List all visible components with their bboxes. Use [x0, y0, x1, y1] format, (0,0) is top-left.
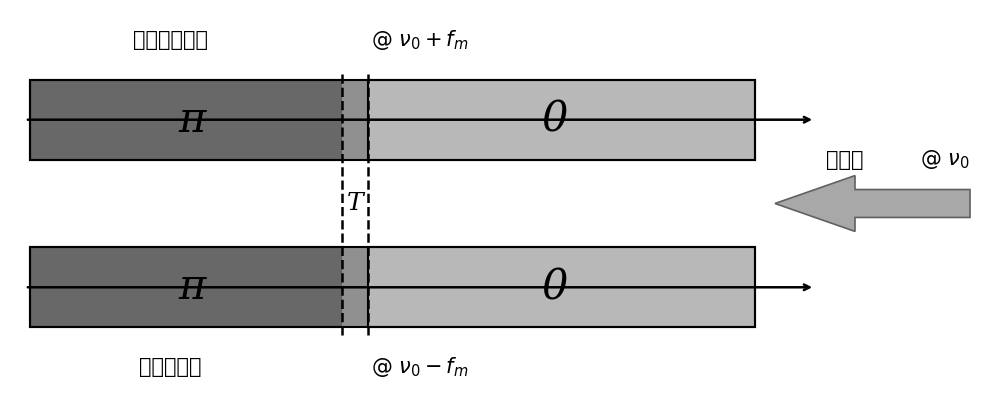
Bar: [30, 247, 755, 327]
Text: $@\ \nu_0+f_m$: $@\ \nu_0+f_m$: [371, 28, 469, 52]
Text: $@\ \nu_0$: $@\ \nu_0$: [920, 148, 970, 171]
Text: 0: 0: [542, 99, 568, 141]
Text: T: T: [347, 192, 363, 215]
Bar: [30, 80, 755, 160]
Text: 斯托克斯光: 斯托克斯光: [139, 357, 201, 377]
Bar: [342, 80, 367, 160]
Text: $@\ \nu_0-f_m$: $@\ \nu_0-f_m$: [371, 355, 469, 379]
Text: π: π: [179, 266, 206, 308]
Text: π: π: [179, 99, 206, 141]
Bar: [30, 80, 342, 160]
Text: 反斯托克斯光: 反斯托克斯光: [132, 30, 208, 50]
Text: 探测光: 探测光: [826, 150, 864, 170]
Bar: [368, 247, 755, 327]
Text: 0: 0: [542, 266, 568, 308]
Bar: [30, 247, 342, 327]
Bar: [368, 80, 755, 160]
FancyArrow shape: [775, 176, 970, 231]
Bar: [342, 247, 367, 327]
